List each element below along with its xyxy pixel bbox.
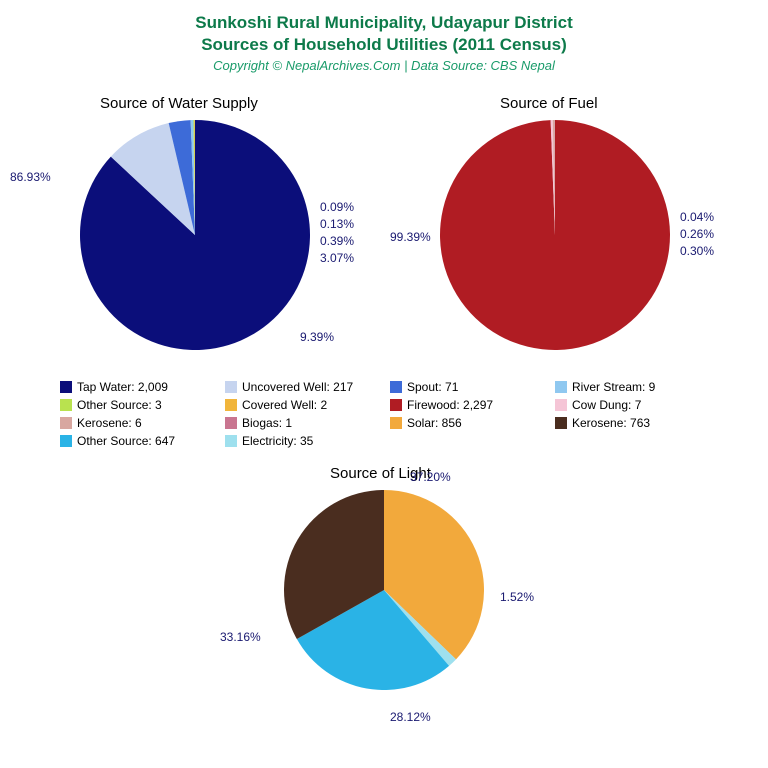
water-slice-label: 3.07% [320,251,354,265]
legend-label: River Stream: 9 [572,380,655,394]
water-slice-label: 0.09% [320,200,354,214]
fuel-chart-title: Source of Fuel [500,95,598,112]
legend-swatch [555,381,567,393]
legend-item: Uncovered Well: 217 [225,380,380,394]
legend-swatch [555,417,567,429]
legend-swatch [60,399,72,411]
legend-label: Other Source: 647 [77,434,175,448]
legend-label: Uncovered Well: 217 [242,380,353,394]
water-pie [80,120,310,355]
light-slice-label: 28.12% [390,710,431,724]
legend-swatch [390,381,402,393]
light-pie [284,490,484,695]
fuel-pie [440,120,670,355]
legend-label: Covered Well: 2 [242,398,327,412]
legend-label: Kerosene: 763 [572,416,650,430]
legend-swatch [225,381,237,393]
legend-swatch [225,417,237,429]
legend-item: Solar: 856 [390,416,545,430]
water-slice-label: 86.93% [10,170,51,184]
legend-item: Kerosene: 763 [555,416,710,430]
title-block: Sunkoshi Rural Municipality, Udayapur Di… [0,0,768,73]
legend-label: Spout: 71 [407,380,458,394]
legend-label: Tap Water: 2,009 [77,380,168,394]
light-slice-label: 33.16% [220,630,261,644]
legend-item: Electricity: 35 [225,434,380,448]
legend-label: Firewood: 2,297 [407,398,493,412]
water-chart-title: Source of Water Supply [100,95,258,112]
legend: Tap Water: 2,009 Uncovered Well: 217 Spout… [60,380,710,448]
legend-label: Biogas: 1 [242,416,292,430]
legend-swatch [60,417,72,429]
legend-item: Biogas: 1 [225,416,380,430]
legend-swatch [60,435,72,447]
light-slice-label: 37.20% [410,470,451,484]
light-slice-label: 1.52% [500,590,534,604]
legend-label: Kerosene: 6 [77,416,142,430]
title-line-2: Sources of Household Utilities (2011 Cen… [0,34,768,56]
legend-swatch [225,399,237,411]
water-slice-label: 0.39% [320,234,354,248]
legend-item: Firewood: 2,297 [390,398,545,412]
legend-item: Kerosene: 6 [60,416,215,430]
legend-item: Cow Dung: 7 [555,398,710,412]
legend-swatch [60,381,72,393]
legend-label: Solar: 856 [407,416,462,430]
fuel-slice-label: 0.04% [680,210,714,224]
legend-label: Other Source: 3 [77,398,162,412]
fuel-slice-label: 0.30% [680,244,714,258]
fuel-slice-label: 0.26% [680,227,714,241]
legend-swatch [225,435,237,447]
subtitle: Copyright © NepalArchives.Com | Data Sou… [0,58,768,73]
legend-label: Cow Dung: 7 [572,398,641,412]
legend-swatch [555,399,567,411]
legend-item: Other Source: 3 [60,398,215,412]
legend-swatch [390,399,402,411]
legend-item: Other Source: 647 [60,434,215,448]
legend-swatch [390,417,402,429]
legend-item: Tap Water: 2,009 [60,380,215,394]
fuel-slice-label: 99.39% [390,230,431,244]
legend-item: Covered Well: 2 [225,398,380,412]
legend-item: River Stream: 9 [555,380,710,394]
legend-item: Spout: 71 [390,380,545,394]
legend-label: Electricity: 35 [242,434,313,448]
title-line-1: Sunkoshi Rural Municipality, Udayapur Di… [0,12,768,34]
water-slice-label: 9.39% [300,330,334,344]
water-slice-label: 0.13% [320,217,354,231]
